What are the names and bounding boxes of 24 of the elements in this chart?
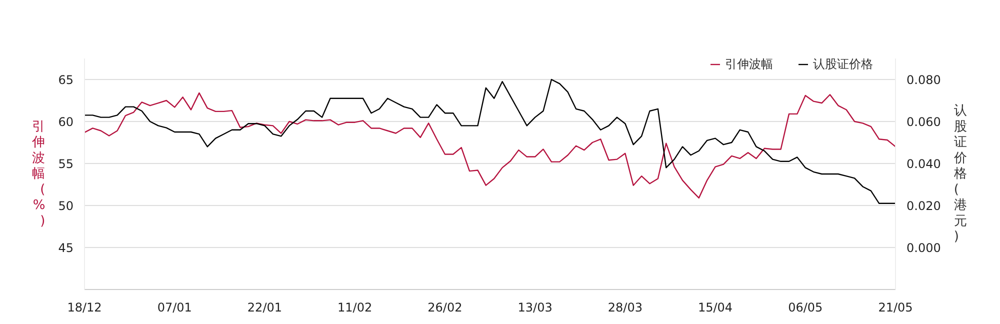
legend-label: 认股证价格	[813, 57, 873, 72]
x-tick-label: 13/03	[518, 300, 552, 314]
x-tick-label: 28/03	[608, 300, 642, 314]
x-tick-label: 18/12	[67, 300, 102, 314]
y-tick-label: 65	[58, 73, 74, 87]
y-tick-label: 45	[58, 241, 74, 255]
y2-tick-label: 0.080	[906, 73, 941, 87]
text: 认股证价格(港元)	[954, 104, 967, 244]
x-tick-label: 06/05	[788, 300, 823, 314]
y2-tick-label: 0.060	[906, 115, 941, 129]
y2-tick-label: 0.020	[906, 199, 941, 213]
x-tick-label: 07/01	[157, 300, 192, 314]
legend-label: 引伸波幅	[725, 57, 773, 72]
x-tick-label: 26/02	[428, 300, 462, 314]
y-tick-label: 50	[58, 199, 74, 213]
y2-tick-label: 0.040	[906, 157, 941, 171]
x-tick-label: 15/04	[698, 300, 733, 314]
y-tick-label: 60	[58, 115, 74, 129]
x-tick-label: 11/02	[338, 300, 372, 314]
y2-tick-label: 0.000	[906, 241, 941, 255]
x-tick-label: 22/01	[247, 300, 282, 314]
x-tick-label: 21/05	[878, 300, 913, 314]
y-axis-title: 引伸波幅(%)	[31, 119, 46, 229]
y-tick-label: 55	[58, 157, 74, 171]
